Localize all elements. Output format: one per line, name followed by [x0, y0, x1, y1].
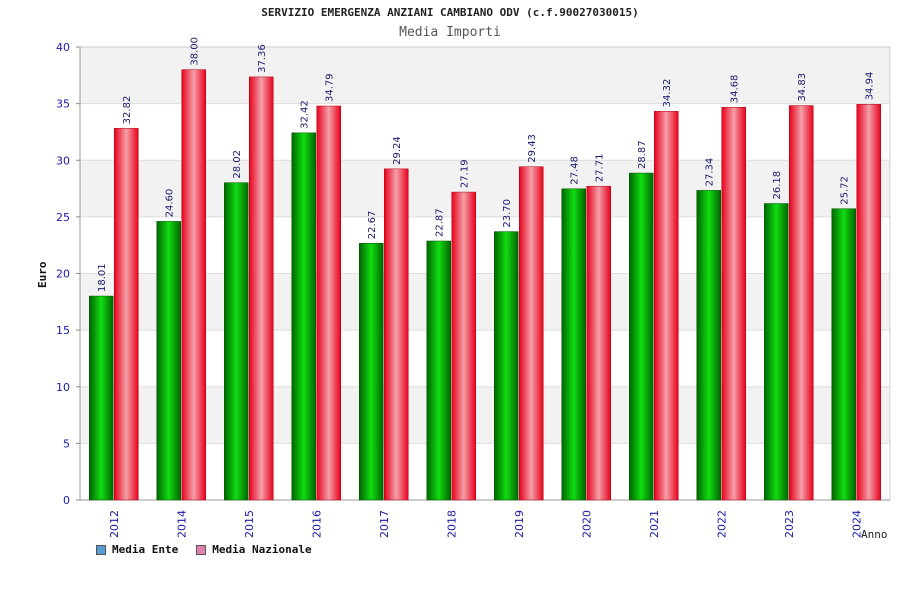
bar-nazionale — [451, 191, 476, 501]
chart-subtitle: Media Importi — [399, 25, 501, 40]
data-label: 38.00 — [190, 37, 201, 66]
y-tick-label: 5 — [63, 437, 70, 450]
data-label: 24.60 — [165, 189, 176, 218]
x-tick-label: 2024 — [850, 510, 863, 538]
x-tick-label: 2022 — [715, 510, 728, 538]
bar-nazionale — [181, 69, 206, 501]
bar-nazionale — [654, 111, 679, 501]
bar-ente — [494, 231, 519, 501]
bar-ente — [156, 221, 181, 501]
data-label: 37.36 — [257, 44, 268, 73]
data-label: 22.67 — [367, 211, 378, 240]
x-tick-label: 2016 — [310, 510, 323, 538]
data-label: 34.94 — [865, 72, 876, 101]
grid-band — [80, 103, 890, 161]
plot-area: 0 5 10 15 20 25 30 35 40 18.01 32.82 2012 24.60 38.00… — [56, 37, 891, 538]
data-label: 27.71 — [595, 154, 606, 183]
data-label: 34.32 — [662, 79, 673, 108]
y-tick-label: 40 — [56, 41, 70, 54]
data-label: 25.72 — [840, 176, 851, 205]
data-label: 32.42 — [300, 100, 311, 129]
data-label: 18.01 — [97, 263, 108, 292]
data-label: 28.02 — [232, 150, 243, 179]
bar-ente — [359, 243, 384, 501]
chart-title: SERVIZIO EMERGENZA ANZIANI CAMBIANO ODV … — [261, 6, 639, 19]
x-tick-label: 2017 — [378, 510, 391, 538]
bar-ente — [629, 172, 654, 501]
grid-band — [80, 216, 890, 274]
legend-label-nazionale: Media Nazionale — [212, 543, 312, 556]
bar-ente — [831, 208, 856, 501]
grid-band — [80, 386, 890, 444]
grid-band — [80, 160, 890, 217]
x-tick-label: 2020 — [580, 510, 593, 538]
bar-ente — [696, 190, 721, 501]
data-label: 34.68 — [730, 75, 741, 104]
data-label: 27.19 — [460, 159, 471, 188]
bar-ente — [426, 240, 451, 501]
bar-nazionale — [856, 104, 881, 501]
bar-ente — [224, 182, 249, 501]
y-tick-label: 30 — [56, 154, 70, 167]
grid-band — [80, 443, 890, 500]
grid-band — [80, 273, 890, 331]
bar-nazionale — [249, 76, 274, 501]
bar-nazionale — [789, 105, 814, 501]
y-tick-label: 0 — [63, 494, 70, 507]
data-label: 27.34 — [705, 158, 716, 187]
bar-nazionale — [114, 128, 139, 501]
bar-ente — [291, 132, 316, 501]
x-tick-label: 2023 — [783, 510, 796, 538]
data-label: 27.48 — [570, 156, 581, 185]
bar-ente — [764, 203, 789, 501]
x-tick-label: 2021 — [648, 510, 661, 538]
data-label: 32.82 — [122, 96, 133, 125]
legend: Media Ente Media Nazionale — [96, 543, 312, 556]
legend-swatch-nazionale — [196, 544, 207, 555]
data-label: 29.24 — [392, 136, 403, 165]
legend-swatch-ente — [96, 544, 106, 555]
bar-ente — [561, 188, 586, 501]
data-label: 22.87 — [435, 208, 446, 237]
x-tick-label: 2018 — [445, 510, 458, 538]
data-label: 34.79 — [325, 73, 336, 102]
bar-nazionale — [384, 168, 409, 501]
x-tick-label: 2012 — [108, 510, 121, 538]
data-label: 28.87 — [637, 140, 648, 169]
x-tick-label: 2014 — [175, 510, 188, 538]
bar-nazionale — [721, 106, 746, 501]
y-tick-label: 35 — [56, 98, 70, 111]
x-tick-label: 2015 — [243, 510, 256, 538]
bar-nazionale — [586, 185, 611, 501]
bar-ente — [89, 295, 114, 501]
legend-item-ente: Media Ente — [96, 543, 178, 556]
y-tick-label: 25 — [56, 211, 70, 224]
x-tick-label: 2019 — [513, 510, 526, 538]
legend-item-nazionale: Media Nazionale — [196, 543, 312, 556]
data-label: 26.18 — [772, 171, 783, 200]
data-label: 34.83 — [797, 73, 808, 102]
x-axis-label: Anno — [861, 528, 888, 541]
y-tick-label: 20 — [56, 268, 70, 281]
legend-label-ente: Media Ente — [112, 543, 179, 556]
y-tick-label: 15 — [56, 324, 70, 337]
bar-nazionale — [519, 166, 544, 501]
grid-band — [80, 330, 890, 387]
data-label: 23.70 — [502, 199, 513, 228]
data-label: 29.43 — [527, 134, 538, 163]
grid-band — [80, 47, 890, 104]
bar-nazionale — [316, 105, 341, 501]
y-tick-label: 10 — [56, 381, 70, 394]
